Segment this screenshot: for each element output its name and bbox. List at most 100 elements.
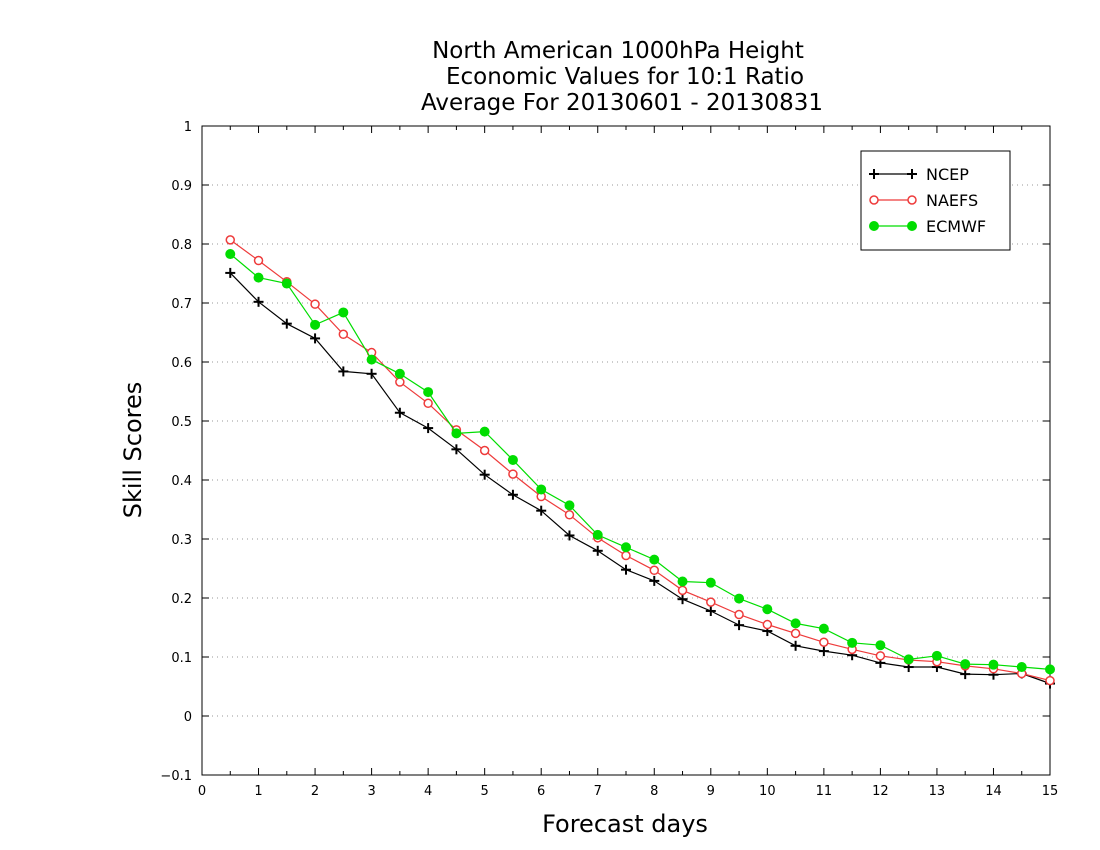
ecmwf-point [621, 542, 631, 553]
ncep-point [536, 505, 547, 516]
ecmwf-point [988, 659, 999, 670]
legend-label: ECMWF [926, 217, 986, 236]
ecmwf-point [790, 618, 801, 629]
y-tick-label: 0.6 [171, 356, 192, 371]
series-ecmwf [225, 249, 1055, 675]
ecmwf-point [818, 623, 829, 634]
ncep-point [281, 318, 292, 329]
grid [202, 184, 1050, 717]
legend-marker [869, 169, 879, 179]
y-tick-label: 0 [184, 710, 192, 725]
naefs-point [564, 510, 575, 520]
ecmwf-point [423, 387, 434, 398]
ecmwf-point [762, 604, 773, 615]
ecmwf-point [734, 593, 745, 604]
y-tick-label: 0.4 [171, 474, 192, 489]
legend: NCEP NAEFS ECMWF [860, 150, 1011, 251]
naefs-point [819, 637, 829, 647]
naefs-point [790, 628, 801, 639]
ncep-point [253, 296, 264, 307]
legend-marker [869, 221, 879, 231]
naefs-point [423, 398, 433, 409]
x-tick-label: 13 [929, 784, 946, 799]
ecmwf-point [366, 354, 377, 365]
chart-title-line-3: Average For 20130601 - 20130831 [421, 90, 823, 116]
legend-marker [907, 221, 917, 231]
x-tick-label: 7 [594, 784, 602, 799]
naefs-point [762, 619, 773, 630]
naefs-point [479, 445, 490, 456]
naefs-line [229, 239, 1051, 682]
legend-marker [907, 169, 917, 179]
ncep-point [592, 545, 603, 556]
ecmwf-point [564, 500, 575, 511]
legend-label: NCEP [926, 165, 969, 184]
naefs-point [1045, 675, 1055, 686]
naefs-point [875, 651, 886, 661]
x-tick-label: 3 [367, 784, 375, 799]
ecmwf-point [536, 484, 547, 495]
naefs-point [706, 597, 716, 607]
series [225, 235, 1055, 689]
series-naefs [225, 235, 1055, 686]
ncep-point [338, 366, 349, 377]
ncep-point [705, 605, 716, 616]
ncep-point [310, 333, 321, 344]
naefs-point [395, 377, 405, 387]
naefs-point [310, 299, 320, 309]
ncep-point [423, 423, 434, 434]
legend-marker [869, 195, 879, 205]
y-tick-label: −0.1 [160, 769, 192, 784]
ncep-point [451, 444, 462, 455]
naefs-point [677, 585, 688, 596]
ecmwf-point [847, 637, 858, 648]
ncep-point [621, 564, 631, 575]
x-axis-label: Forecast days [542, 810, 708, 838]
ecmwf-point [705, 577, 716, 588]
ecmwf-point [253, 272, 264, 283]
chart-title-line-2: Economic Values for 10:1 Ratio [446, 64, 804, 90]
ncep-point [507, 489, 518, 500]
naefs-point [508, 469, 518, 479]
ecmwf-point [903, 654, 914, 665]
naefs-point [253, 255, 264, 266]
x-tick-label: 5 [481, 784, 489, 799]
ncep-point [818, 646, 829, 657]
series-ncep [225, 267, 1055, 689]
chart-title-line-1: North American 1000hPa Height [432, 38, 804, 64]
x-tick-label: 11 [816, 784, 833, 799]
ncep-point [790, 640, 801, 651]
x-tick-label: 2 [311, 784, 319, 799]
ecmwf-point [281, 278, 292, 289]
y-tick-label: 0.5 [171, 415, 192, 430]
x-tick-label: 6 [537, 784, 545, 799]
y-tick-label: 0.1 [171, 651, 192, 666]
y-tick-label: 1 [184, 120, 192, 135]
x-tick-label: 15 [1042, 784, 1059, 799]
ncep-point [734, 620, 745, 631]
x-tick-label: 10 [759, 784, 776, 799]
ecmwf-point [931, 650, 942, 661]
x-tick-label: 9 [707, 784, 715, 799]
ecmwf-point [451, 428, 462, 439]
ecmwf-point [310, 319, 321, 330]
ecmwf-point [875, 640, 886, 651]
legend-item-ecmwf: ECMWF [869, 217, 986, 236]
x-tick-label: 4 [424, 784, 432, 799]
y-tick-label: 0.7 [171, 297, 192, 312]
ecmwf-point [507, 454, 518, 465]
x-tick-label: 1 [254, 784, 262, 799]
ncep-point [960, 669, 971, 680]
legend-marker [907, 195, 917, 205]
axes: −0.100.10.20.30.40.50.60.70.80.910 1 2 3 4 5 6… [160, 120, 1058, 799]
ecmwf-point [479, 426, 490, 437]
ecmwf-point [225, 249, 236, 260]
ncep-point [366, 368, 377, 379]
ecmwf-point [394, 368, 405, 379]
legend-item-ncep: NCEP [869, 165, 969, 184]
y-axis-label: Skill Scores [119, 382, 147, 519]
ecmwf-point [1045, 664, 1055, 675]
ncep-line [229, 272, 1051, 685]
x-tick-label: 8 [650, 784, 658, 799]
y-tick-label: 0.8 [171, 238, 192, 253]
